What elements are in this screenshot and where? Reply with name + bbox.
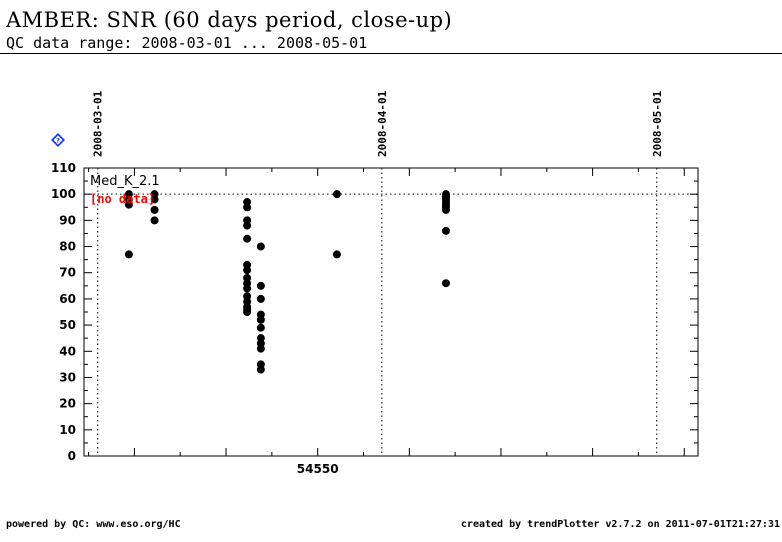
data-point xyxy=(243,234,252,243)
data-point xyxy=(256,242,265,251)
data-point xyxy=(243,203,252,212)
no-data-label: [no data] xyxy=(90,192,155,206)
y-tick-label: 0 xyxy=(68,449,76,463)
y-tick-label: 30 xyxy=(59,370,76,384)
data-point xyxy=(332,190,341,199)
footer-created-by: created by trendPlotter v2.7.2 on 2011-0… xyxy=(460,519,780,530)
data-point xyxy=(150,205,159,214)
series-label: Med_K_2.1 xyxy=(90,174,160,189)
date-marker-label: 2008-05-01 xyxy=(651,90,664,157)
y-tick-label: 110 xyxy=(51,161,76,175)
data-point xyxy=(243,221,252,230)
y-tick-label: 60 xyxy=(59,292,76,306)
header-divider xyxy=(0,53,782,54)
svg-text:?: ? xyxy=(56,137,60,145)
page-subtitle: QC data range: 2008-03-01 ... 2008-05-01 xyxy=(6,34,368,52)
y-tick-label: 80 xyxy=(59,240,76,254)
y-tick-label: 10 xyxy=(59,423,76,437)
data-point xyxy=(124,250,133,259)
data-point xyxy=(441,226,450,235)
data-point xyxy=(256,315,265,324)
data-point xyxy=(256,365,265,374)
data-point xyxy=(150,195,159,204)
data-point xyxy=(332,250,341,259)
data-point xyxy=(256,281,265,290)
footer-powered-by: powered by QC: www.eso.org/HC xyxy=(6,519,181,530)
data-point xyxy=(441,205,450,214)
data-point xyxy=(150,216,159,225)
y-tick-label: 20 xyxy=(59,397,76,411)
y-tick-label: 40 xyxy=(59,344,76,358)
plot-frame xyxy=(83,167,699,457)
page-title: AMBER: SNR (60 days period, close-up) xyxy=(6,8,453,32)
data-point xyxy=(256,344,265,353)
y-tick-label: 50 xyxy=(59,318,76,332)
data-point xyxy=(124,200,133,209)
data-point xyxy=(243,284,252,293)
y-tick-label: 100 xyxy=(51,187,76,201)
data-point xyxy=(256,294,265,303)
data-point xyxy=(243,308,252,316)
data-point xyxy=(256,323,265,332)
y-tick-label: 90 xyxy=(59,213,76,227)
date-marker-label: 2008-04-01 xyxy=(376,90,389,157)
data-point xyxy=(441,279,450,288)
date-marker-label: 2008-03-01 xyxy=(92,90,105,157)
data-point xyxy=(243,266,252,275)
x-tick-label: 54550 xyxy=(297,462,339,476)
y-tick-label: 70 xyxy=(59,266,76,280)
help-diamond-icon[interactable]: ? xyxy=(51,133,65,147)
